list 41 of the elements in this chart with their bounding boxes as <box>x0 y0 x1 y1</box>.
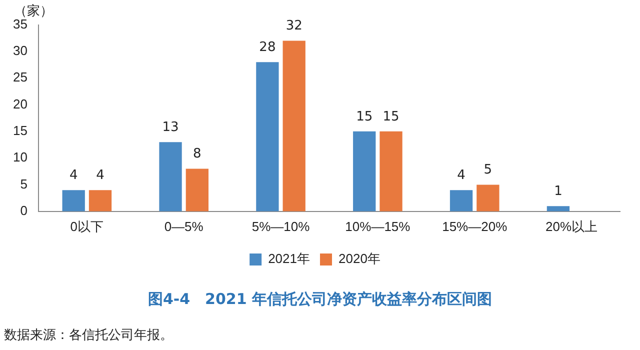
bar <box>282 40 306 212</box>
bar <box>353 131 376 212</box>
bar <box>546 206 570 212</box>
data-label: 15 <box>382 109 400 124</box>
bar <box>450 190 473 212</box>
y-tick-label: 15 <box>12 123 28 138</box>
data-label: 5 <box>484 162 492 178</box>
bar <box>186 168 208 212</box>
bar <box>159 142 182 212</box>
y-tick-label: 25 <box>12 70 28 85</box>
text: 图4-4 2021 年信托公司净资产收益率分布区间图 <box>146 290 494 309</box>
data-label: 8 <box>193 146 202 162</box>
bar <box>62 190 85 212</box>
x-tick-label: 0以下 <box>70 218 104 234</box>
x-tick-label: 20%以上 <box>546 218 598 234</box>
data-label: 4 <box>69 168 78 183</box>
y-tick-label: 0 <box>20 202 28 218</box>
y-tick-label: 30 <box>12 43 28 58</box>
y-tick-label: 35 <box>12 16 28 32</box>
bar <box>380 131 402 212</box>
x-tick-label: 5%—10% <box>252 218 310 234</box>
data-label: 32 <box>286 18 302 34</box>
data-label: 28 <box>259 40 276 55</box>
data-label: 15 <box>356 109 373 124</box>
y-tick-label: 10 <box>12 150 28 165</box>
data-label: 1 <box>554 184 562 199</box>
x-tick-label: 0—5% <box>164 218 204 234</box>
legend-label: 2021年 <box>268 251 310 266</box>
bar <box>88 190 112 212</box>
legend-label: 2020年 <box>338 251 380 266</box>
x-tick-label: 10%—15% <box>345 218 411 234</box>
y-tick-label: 5 <box>20 176 28 192</box>
data-label: 13 <box>162 120 179 135</box>
x-tick-label: 15%—20% <box>442 218 508 234</box>
data-label: 4 <box>457 168 466 183</box>
y-axis-title: （家） <box>14 3 53 19</box>
bar <box>476 184 500 212</box>
bar <box>256 62 279 212</box>
source-note: 数据来源：各信托公司年报。 <box>4 327 173 344</box>
data-label: 4 <box>96 168 104 183</box>
y-tick-label: 20 <box>12 96 28 112</box>
